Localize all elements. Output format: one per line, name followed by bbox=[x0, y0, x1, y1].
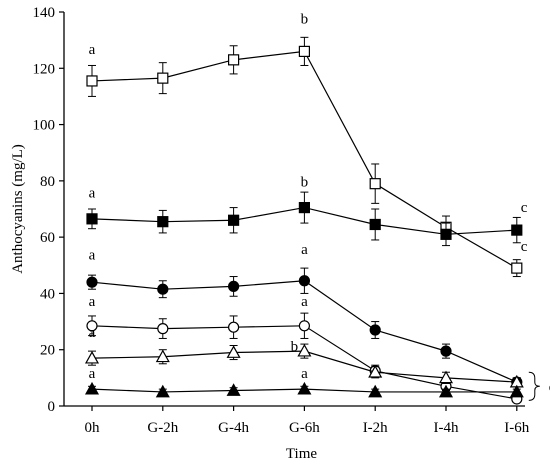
x-tick-label: G-4h bbox=[218, 420, 249, 436]
axes: 0 20 40 60 80 100 120 140 0h G-2h G-4h G-6h I-2h I-4h… bbox=[33, 5, 530, 436]
data-point bbox=[298, 275, 310, 287]
y-tick-label: 140 bbox=[33, 5, 56, 21]
data-point bbox=[369, 178, 381, 190]
y-tick-label: 120 bbox=[33, 61, 56, 77]
significance-letter: a bbox=[89, 42, 96, 58]
series-layer bbox=[84, 36, 524, 405]
y-tick-label: 100 bbox=[33, 118, 56, 134]
x-tick-label: G-2h bbox=[147, 420, 178, 436]
significance-letter: b bbox=[301, 174, 309, 190]
series-filled-triangle bbox=[84, 381, 524, 398]
data-point bbox=[368, 364, 383, 378]
significance-letter: c bbox=[521, 239, 528, 255]
series-open-square bbox=[86, 36, 523, 278]
significance-letter: a bbox=[89, 366, 96, 382]
data-point bbox=[86, 276, 98, 288]
y-tick-label: 20 bbox=[40, 343, 55, 359]
data-point bbox=[440, 228, 452, 240]
data-point bbox=[298, 320, 310, 332]
significance-letter: a bbox=[89, 186, 96, 202]
y-tick-label: 40 bbox=[40, 286, 55, 302]
data-point bbox=[297, 381, 312, 395]
significance-letter: a bbox=[89, 325, 96, 341]
data-point bbox=[369, 324, 381, 336]
data-point bbox=[157, 72, 169, 84]
data-point bbox=[84, 381, 100, 395]
y-axis-label: Anthocyanins (mg/L) bbox=[10, 144, 26, 274]
x-tick-label: I-2h bbox=[363, 420, 388, 436]
data-point bbox=[438, 384, 454, 398]
data-point bbox=[228, 54, 240, 66]
data-point bbox=[157, 283, 169, 295]
significance-letter: a bbox=[89, 248, 96, 264]
data-point bbox=[511, 262, 523, 274]
data-point bbox=[369, 218, 381, 231]
bracket-letter: c bbox=[549, 379, 550, 395]
data-point bbox=[157, 323, 169, 335]
x-axis-label: Time bbox=[286, 446, 317, 462]
data-point bbox=[228, 280, 240, 292]
data-point bbox=[298, 45, 310, 58]
data-point bbox=[509, 384, 524, 398]
data-point bbox=[297, 343, 312, 357]
series-filled-square bbox=[86, 191, 523, 247]
data-point bbox=[438, 370, 454, 384]
data-point bbox=[368, 384, 383, 398]
x-tick-label: I-6h bbox=[504, 420, 529, 436]
significance-letter: b bbox=[301, 11, 309, 27]
data-point bbox=[298, 201, 310, 214]
significance-letter: a bbox=[301, 242, 308, 258]
data-point bbox=[228, 214, 240, 226]
series-line bbox=[91, 50, 518, 269]
y-tick-label: 80 bbox=[40, 174, 55, 190]
y-tick-label: 0 bbox=[48, 399, 56, 415]
data-point bbox=[86, 213, 98, 225]
y-tick-label: 60 bbox=[40, 230, 55, 246]
data-point bbox=[86, 75, 98, 87]
significance-letter: b bbox=[291, 339, 299, 355]
significance-letter: a bbox=[301, 366, 308, 382]
data-point bbox=[440, 345, 452, 357]
data-point bbox=[84, 350, 100, 364]
data-point bbox=[155, 349, 170, 363]
x-tick-label: G-6h bbox=[289, 420, 320, 436]
x-tick-label: I-4h bbox=[434, 420, 459, 436]
data-point bbox=[511, 224, 523, 236]
data-point bbox=[155, 384, 170, 398]
data-point bbox=[157, 216, 169, 228]
data-point bbox=[86, 320, 98, 332]
series-open-triangle bbox=[84, 343, 524, 388]
significance-letter: a bbox=[89, 294, 96, 310]
x-tick-label: 0h bbox=[85, 420, 101, 436]
annotations: abcabcaaaaabaac bbox=[89, 11, 550, 401]
data-point bbox=[228, 321, 240, 333]
data-point bbox=[226, 345, 241, 358]
data-point bbox=[226, 383, 241, 396]
significance-letter: c bbox=[521, 200, 528, 216]
bracket bbox=[528, 371, 540, 401]
significance-letter: a bbox=[301, 294, 308, 310]
